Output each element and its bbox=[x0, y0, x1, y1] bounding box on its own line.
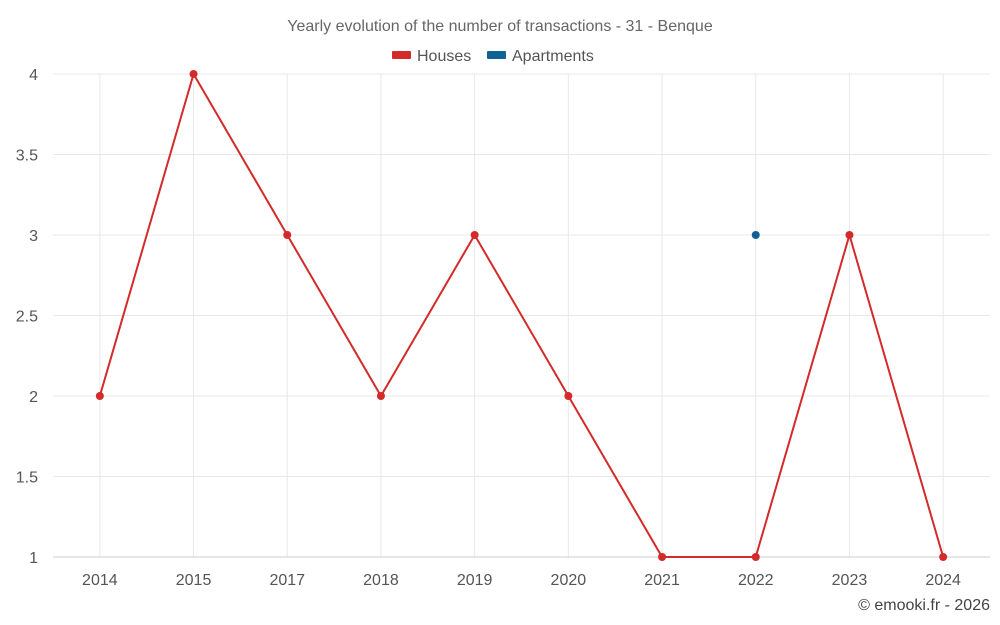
series-layer bbox=[95, 70, 948, 561]
legend-swatch-houses bbox=[392, 51, 411, 59]
data-point-houses[interactable] bbox=[189, 70, 198, 78]
x-tick-label: 2019 bbox=[457, 572, 493, 589]
x-tick-label: 2020 bbox=[551, 572, 587, 589]
grid-layer bbox=[53, 73, 990, 557]
x-tick-label: 2015 bbox=[176, 572, 212, 589]
y-tick-label: 1.5 bbox=[16, 470, 38, 487]
data-point-apartments[interactable] bbox=[751, 231, 760, 239]
data-point-houses[interactable] bbox=[564, 392, 573, 400]
y-tick-label: 2.5 bbox=[16, 309, 38, 326]
x-tick-label: 2023 bbox=[832, 572, 868, 589]
data-point-houses[interactable] bbox=[658, 553, 667, 561]
y-tick-label: 3 bbox=[29, 228, 38, 245]
x-tick-label: 2022 bbox=[738, 572, 774, 589]
legend: Houses Apartments bbox=[392, 48, 594, 65]
legend-label-apartments[interactable]: Apartments bbox=[512, 48, 594, 65]
data-point-houses[interactable] bbox=[845, 231, 854, 239]
data-point-houses[interactable] bbox=[376, 392, 385, 400]
x-tick-label: 2024 bbox=[925, 572, 961, 589]
x-tick-label: 2021 bbox=[644, 572, 680, 589]
data-point-houses[interactable] bbox=[470, 231, 479, 239]
legend-swatch-apartments bbox=[487, 51, 506, 59]
label-layer: 1 1.5 2 2.5 3 3.5 4 2014 2015 2017 2018 2019 2020 202… bbox=[16, 67, 961, 589]
series-line-houses bbox=[98, 73, 945, 558]
credit-text: © emooki.fr - 2026 bbox=[858, 597, 990, 614]
data-point-houses[interactable] bbox=[751, 553, 760, 561]
y-tick-label: 2 bbox=[29, 389, 38, 406]
y-tick-label: 3.5 bbox=[16, 148, 38, 165]
legend-label-houses[interactable]: Houses bbox=[417, 48, 471, 65]
data-point-houses[interactable] bbox=[95, 392, 104, 400]
y-tick-label: 1 bbox=[29, 550, 38, 567]
chart-title: Yearly evolution of the number of transa… bbox=[287, 18, 713, 35]
x-tick-label: 2014 bbox=[82, 572, 118, 589]
data-point-houses[interactable] bbox=[283, 231, 292, 239]
data-point-houses[interactable] bbox=[939, 553, 948, 561]
x-tick-label: 2018 bbox=[363, 572, 399, 589]
y-tick-label: 4 bbox=[29, 67, 38, 84]
x-tick-label: 2017 bbox=[269, 572, 305, 589]
